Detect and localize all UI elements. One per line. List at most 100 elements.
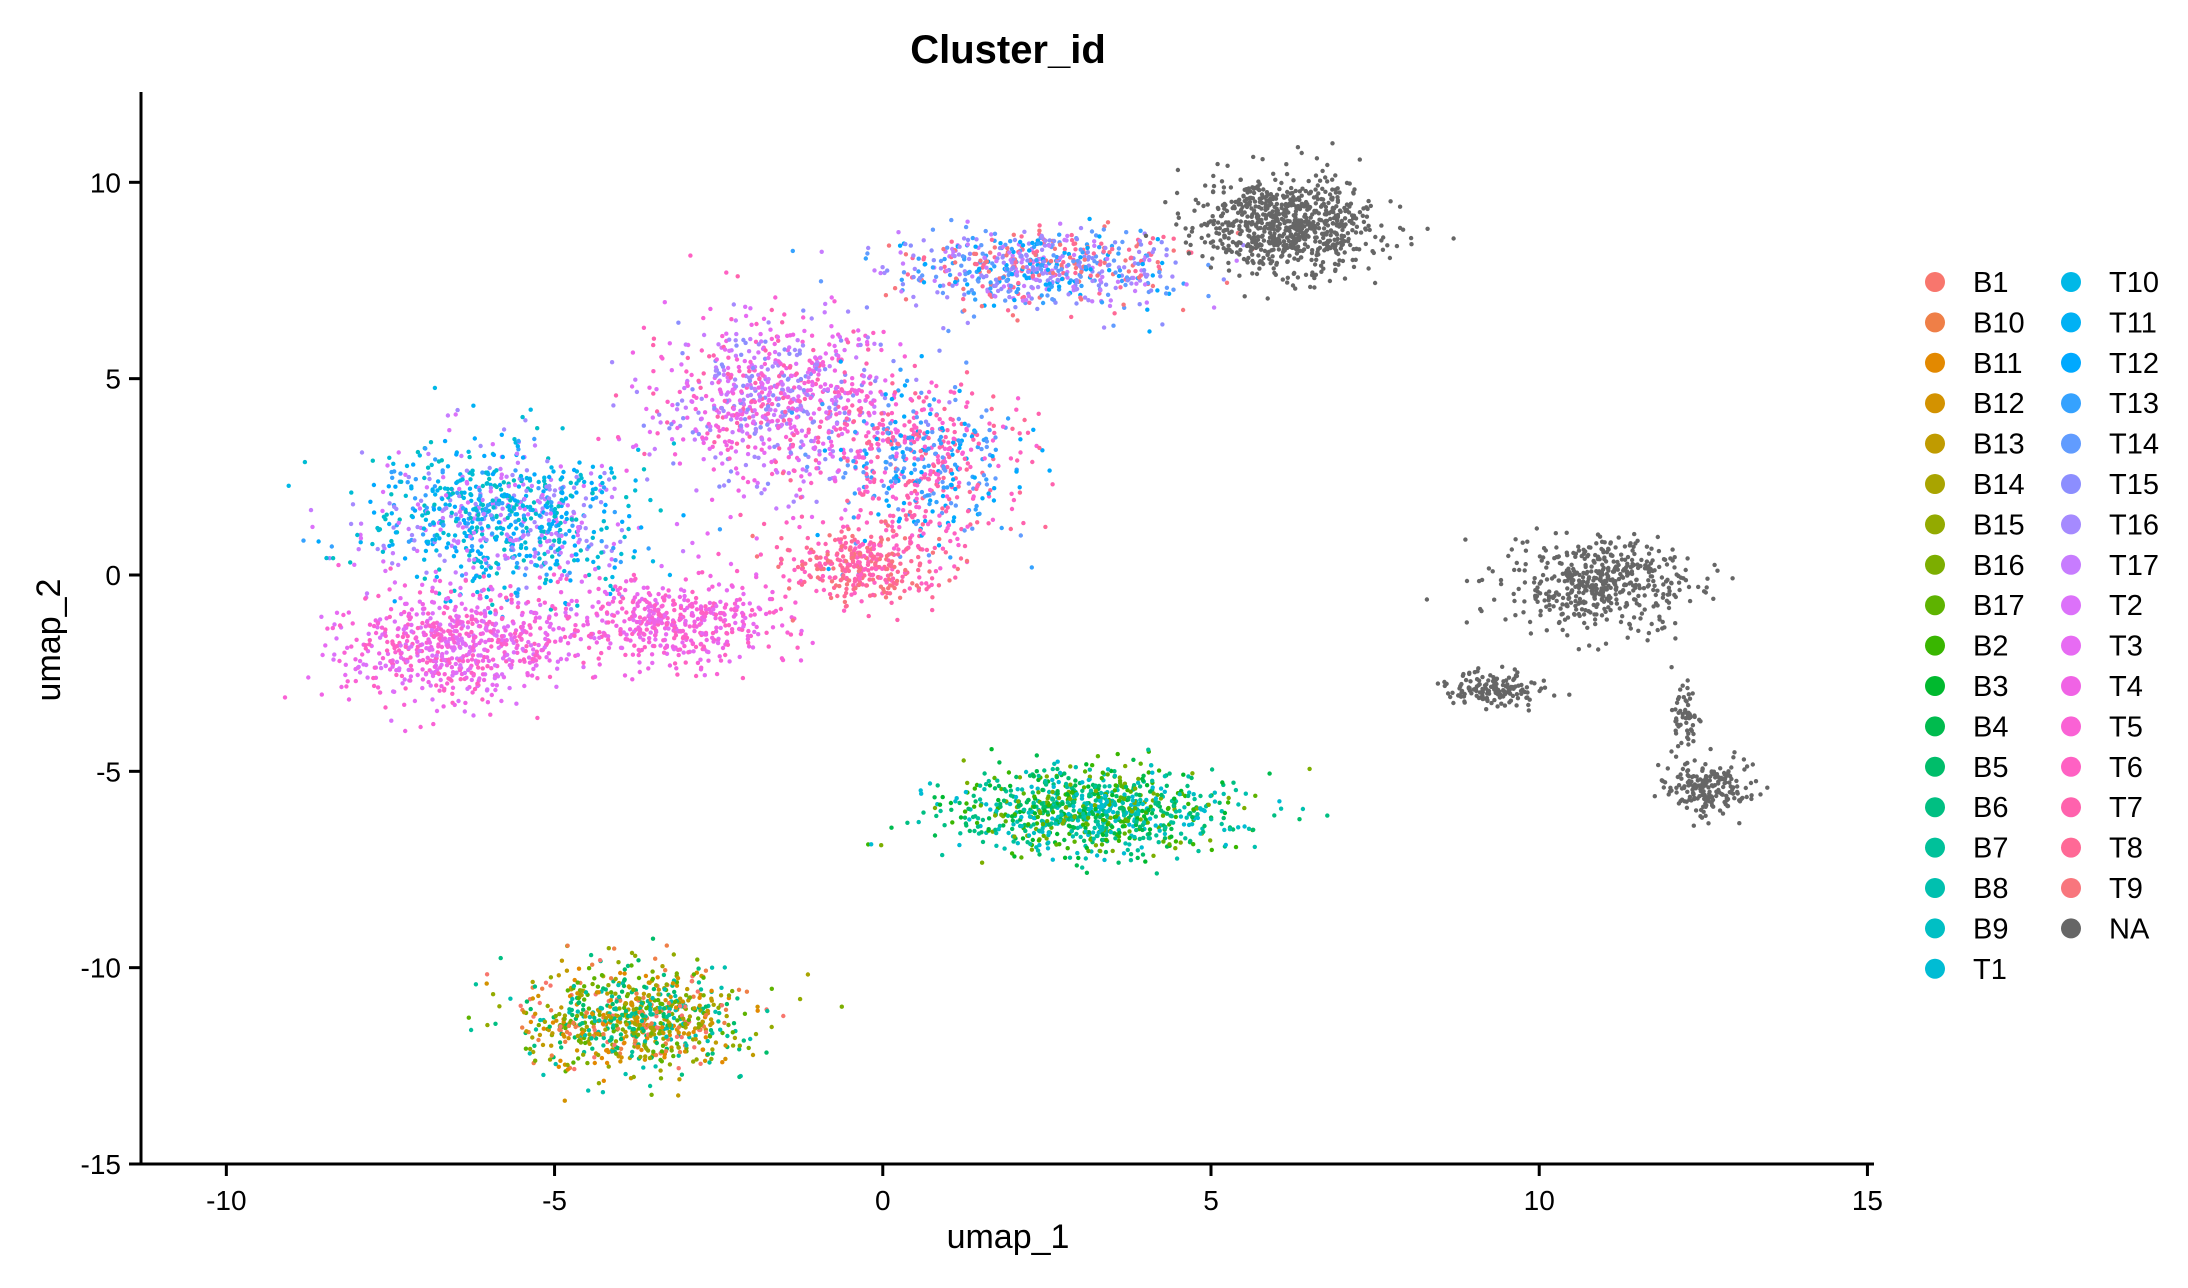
point-T14 — [915, 457, 921, 462]
point-T6 — [672, 661, 678, 666]
point-T15 — [738, 423, 744, 428]
point-T6 — [611, 613, 617, 618]
point-T7 — [943, 434, 948, 440]
point-T6 — [431, 621, 437, 626]
point-T3 — [667, 341, 672, 346]
point-T17 — [759, 436, 765, 441]
point-T11 — [358, 540, 363, 545]
point-T7 — [788, 437, 793, 443]
point-T14 — [888, 455, 893, 460]
point-T3 — [633, 443, 639, 448]
point-NA — [1261, 255, 1266, 261]
point-T6 — [782, 312, 787, 317]
point-T2 — [499, 472, 504, 477]
point-T13 — [424, 505, 429, 510]
point-T10 — [608, 466, 614, 471]
point-T13 — [560, 485, 565, 491]
point-B9 — [548, 607, 554, 612]
point-T13 — [544, 572, 549, 577]
point-T7 — [865, 562, 871, 567]
point-T5 — [965, 524, 970, 529]
point-T6 — [597, 630, 602, 635]
point-T4 — [828, 383, 834, 388]
point-T16 — [880, 265, 885, 270]
point-T15 — [1013, 305, 1018, 310]
point-T2 — [444, 650, 449, 655]
scatter-points — [282, 141, 1770, 1103]
point-T9 — [902, 536, 908, 541]
point-T12 — [900, 469, 905, 474]
point-T8 — [914, 432, 920, 437]
point-T4 — [832, 477, 838, 483]
point-T16 — [1042, 243, 1048, 248]
point-T9 — [984, 259, 989, 264]
point-T15 — [1012, 237, 1018, 243]
point-T2 — [581, 483, 586, 489]
point-T8 — [1118, 285, 1123, 290]
point-T6 — [873, 566, 879, 572]
point-T17 — [786, 504, 791, 509]
point-T1 — [380, 549, 386, 554]
point-T1 — [420, 513, 425, 518]
point-T17 — [683, 342, 688, 347]
point-T13 — [988, 280, 993, 285]
point-T3 — [494, 683, 499, 688]
point-T5 — [442, 672, 447, 677]
point-T5 — [525, 599, 531, 605]
point-T11 — [479, 544, 484, 549]
point-T6 — [337, 623, 343, 628]
point-T15 — [965, 237, 971, 243]
point-T2 — [576, 540, 581, 545]
point-T6 — [1014, 407, 1019, 412]
point-T2 — [856, 487, 862, 492]
point-T6 — [859, 599, 864, 604]
point-T2 — [319, 614, 324, 619]
point-T5 — [537, 575, 543, 580]
point-T3 — [547, 624, 552, 629]
point-T6 — [889, 410, 895, 416]
point-T8 — [964, 370, 970, 375]
point-T17 — [951, 249, 956, 254]
point-T4 — [480, 672, 486, 677]
point-T7 — [889, 600, 894, 605]
point-T16 — [753, 429, 758, 435]
point-T13 — [514, 560, 520, 566]
point-T4 — [729, 413, 735, 418]
point-T10 — [417, 453, 422, 458]
point-T2 — [430, 585, 435, 590]
point-T2 — [383, 663, 388, 668]
point-T13 — [1116, 251, 1121, 256]
point-T6 — [917, 575, 922, 580]
point-T4 — [711, 639, 716, 644]
point-T10 — [484, 594, 489, 600]
point-T16 — [545, 459, 550, 464]
point-T6 — [880, 422, 886, 428]
point-T12 — [464, 533, 469, 539]
point-T2 — [456, 638, 461, 643]
point-T16 — [544, 484, 549, 489]
point-T6 — [600, 604, 605, 609]
point-T14 — [1071, 259, 1076, 264]
point-T2 — [611, 541, 617, 547]
point-T6 — [816, 541, 821, 546]
point-T2 — [725, 378, 731, 384]
point-T12 — [838, 359, 843, 364]
point-T14 — [920, 273, 925, 278]
point-T13 — [916, 256, 921, 261]
point-T4 — [452, 702, 457, 708]
point-T15 — [675, 402, 680, 407]
point-T13 — [412, 496, 418, 501]
point-T15 — [833, 402, 838, 407]
point-T3 — [883, 378, 888, 383]
point-T16 — [571, 509, 576, 515]
point-T6 — [532, 641, 537, 646]
point-T15 — [1164, 247, 1169, 252]
point-T7 — [778, 556, 784, 561]
point-T16 — [524, 488, 529, 493]
point-NA — [1226, 243, 1231, 248]
point-T16 — [611, 403, 616, 408]
point-T16 — [528, 528, 533, 533]
point-T4 — [635, 603, 640, 609]
point-T16 — [752, 454, 757, 459]
point-T12 — [368, 499, 373, 504]
